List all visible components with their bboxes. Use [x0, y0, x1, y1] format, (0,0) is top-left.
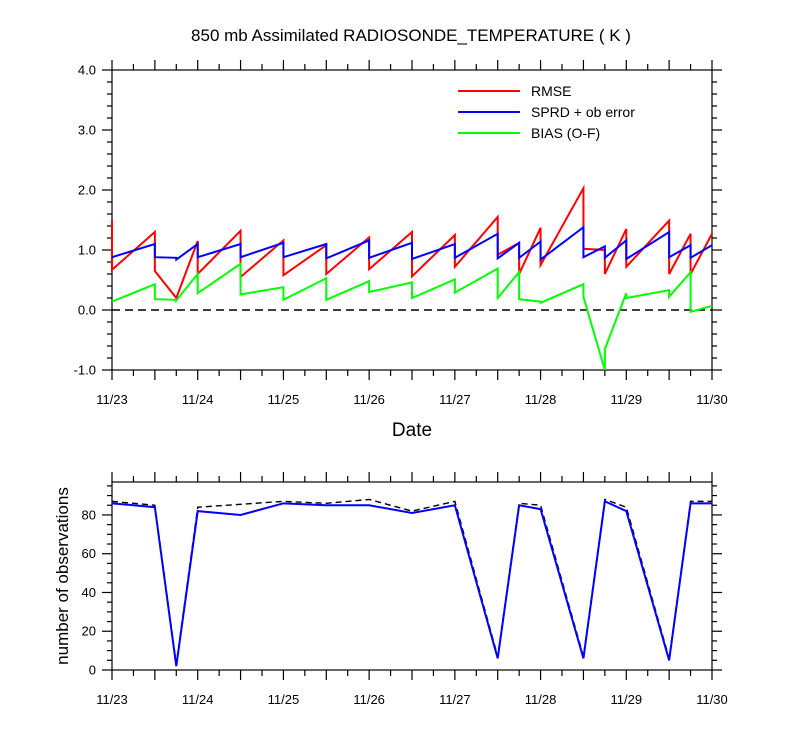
x-tick-label: 11/27 [439, 392, 471, 407]
top-x-tick-labels: 11/23 11/24 11/25 11/26 11/27 11/28 11/29 11/30 [96, 392, 728, 407]
y-tick-label: 3.0 [78, 123, 96, 138]
series-line-observations [111, 499, 712, 667]
series-line-sprd-ob-error [111, 225, 713, 262]
x-tick-label: 11/30 [696, 392, 728, 407]
legend-label: SPRD + ob error [531, 104, 635, 120]
x-tick-label: 11/23 [96, 692, 128, 707]
x-tick-label: 11/26 [353, 392, 385, 407]
y-tick-label: 2.0 [78, 183, 96, 198]
bottom-series-lines [111, 498, 712, 667]
legend-label: BIAS (O-F) [531, 125, 600, 141]
x-tick-label: 11/24 [182, 692, 214, 707]
y-tick-label: 0.0 [78, 303, 96, 318]
x-tick-label: 11/29 [610, 692, 642, 707]
y-tick-label: 0 [89, 663, 96, 678]
top-axis-ticks [102, 60, 722, 380]
series-line-observations-dashed [111, 498, 712, 665]
y-tick-label: 60 [82, 546, 96, 561]
x-tick-label: 11/27 [439, 692, 471, 707]
y-axis-label: number of observations [53, 487, 72, 665]
y-tick-label: 40 [82, 585, 96, 600]
x-tick-label: 11/25 [268, 692, 300, 707]
y-tick-label: 80 [82, 507, 96, 522]
x-axis-label: Date [392, 420, 432, 441]
series-line-bias-o-f [111, 261, 713, 371]
x-tick-label: 11/28 [525, 392, 557, 407]
top-series-lines [111, 184, 713, 371]
y-tick-label: 1.0 [78, 243, 96, 258]
legend-label: RMSE [531, 83, 571, 99]
legend: RMSE SPRD + ob error BIAS (O-F) [458, 83, 635, 141]
x-tick-label: 11/28 [525, 692, 557, 707]
chart-title: 850 mb Assimilated RADIOSONDE_TEMPERATUR… [191, 26, 631, 45]
top-y-tick-labels: -1.0 0.0 1.0 2.0 3.0 4.0 [74, 63, 96, 378]
x-tick-label: 11/30 [696, 692, 728, 707]
bottom-x-tick-labels: 11/23 11/24 11/25 11/26 11/27 11/28 11/29 11/30 [96, 692, 728, 707]
bottom-y-tick-labels: 0 20 40 60 80 [82, 507, 96, 677]
x-tick-label: 11/23 [96, 392, 128, 407]
x-tick-label: 11/25 [268, 392, 300, 407]
x-tick-label: 11/24 [182, 392, 214, 407]
top-panel: 850 mb Assimilated RADIOSONDE_TEMPERATUR… [74, 26, 728, 441]
x-tick-label: 11/29 [610, 392, 642, 407]
bottom-panel: 0 20 40 60 80 11/23 11/24 11/25 11/26 11/27 11/28… [53, 472, 728, 707]
y-tick-label: 20 [82, 624, 96, 639]
x-tick-label: 11/26 [353, 692, 385, 707]
y-tick-label: 4.0 [78, 63, 96, 78]
y-tick-label: -1.0 [74, 363, 96, 378]
bottom-axis-ticks [102, 472, 722, 680]
